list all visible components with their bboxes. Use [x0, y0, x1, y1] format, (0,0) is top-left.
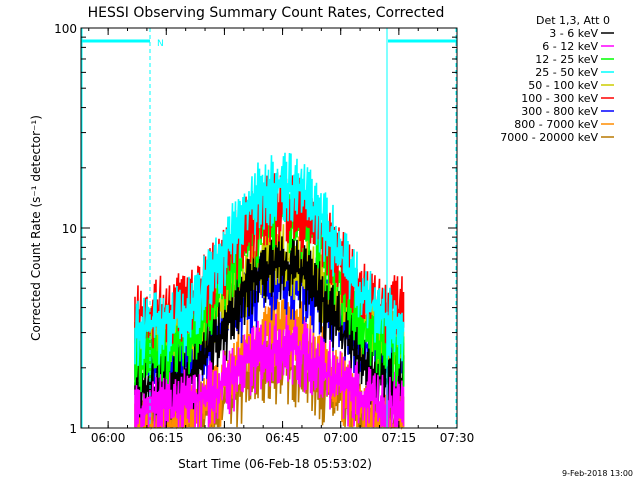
y-axis-label: Corrected Count Rate (s⁻¹ detector⁻¹): [29, 115, 43, 341]
legend-label: 25 - 50 keV: [535, 66, 598, 79]
legend-label: 7000 - 20000 keV: [500, 131, 598, 144]
x-tick-label: 07:00: [323, 431, 358, 445]
axis-layer: 06:00 06:15 06:30 06:45 07:00 07:15 07:30 1 10 10…: [54, 22, 474, 445]
y-tick-label: 100: [54, 22, 77, 36]
x-tick-label: 06:15: [149, 431, 184, 445]
legend-label: 300 - 800 keV: [521, 105, 598, 118]
series-line: [134, 152, 405, 366]
data-layer: [134, 152, 405, 431]
x-tick-label: 06:00: [91, 431, 126, 445]
legend-title: Det 1,3, Att 0: [536, 14, 610, 27]
legend-label: 100 - 300 keV: [521, 92, 598, 105]
legend-label: 6 - 12 keV: [542, 40, 598, 53]
legend-label: 800 - 7000 keV: [514, 118, 598, 131]
x-axis-label: Start Time (06-Feb-18 05:53:02): [178, 457, 372, 471]
night-label: N: [157, 39, 164, 49]
x-tick-label: 06:45: [265, 431, 300, 445]
y-tick-label: 1: [69, 422, 77, 436]
footer-timestamp: 9-Feb-2018 13:00: [562, 469, 633, 478]
x-tick-label: 07:15: [382, 431, 417, 445]
legend-label: 12 - 25 keV: [535, 53, 598, 66]
series-line: [134, 313, 405, 428]
legend-label: 3 - 6 keV: [549, 27, 598, 40]
chart-title: HESSI Observing Summary Count Rates, Cor…: [88, 5, 445, 21]
x-tick-label: 06:30: [207, 431, 242, 445]
legend-label: 50 - 100 keV: [528, 79, 598, 92]
x-tick-label: 07:30: [440, 431, 475, 445]
y-tick-label: 10: [62, 222, 77, 236]
marker-layer: N: [81, 28, 457, 428]
